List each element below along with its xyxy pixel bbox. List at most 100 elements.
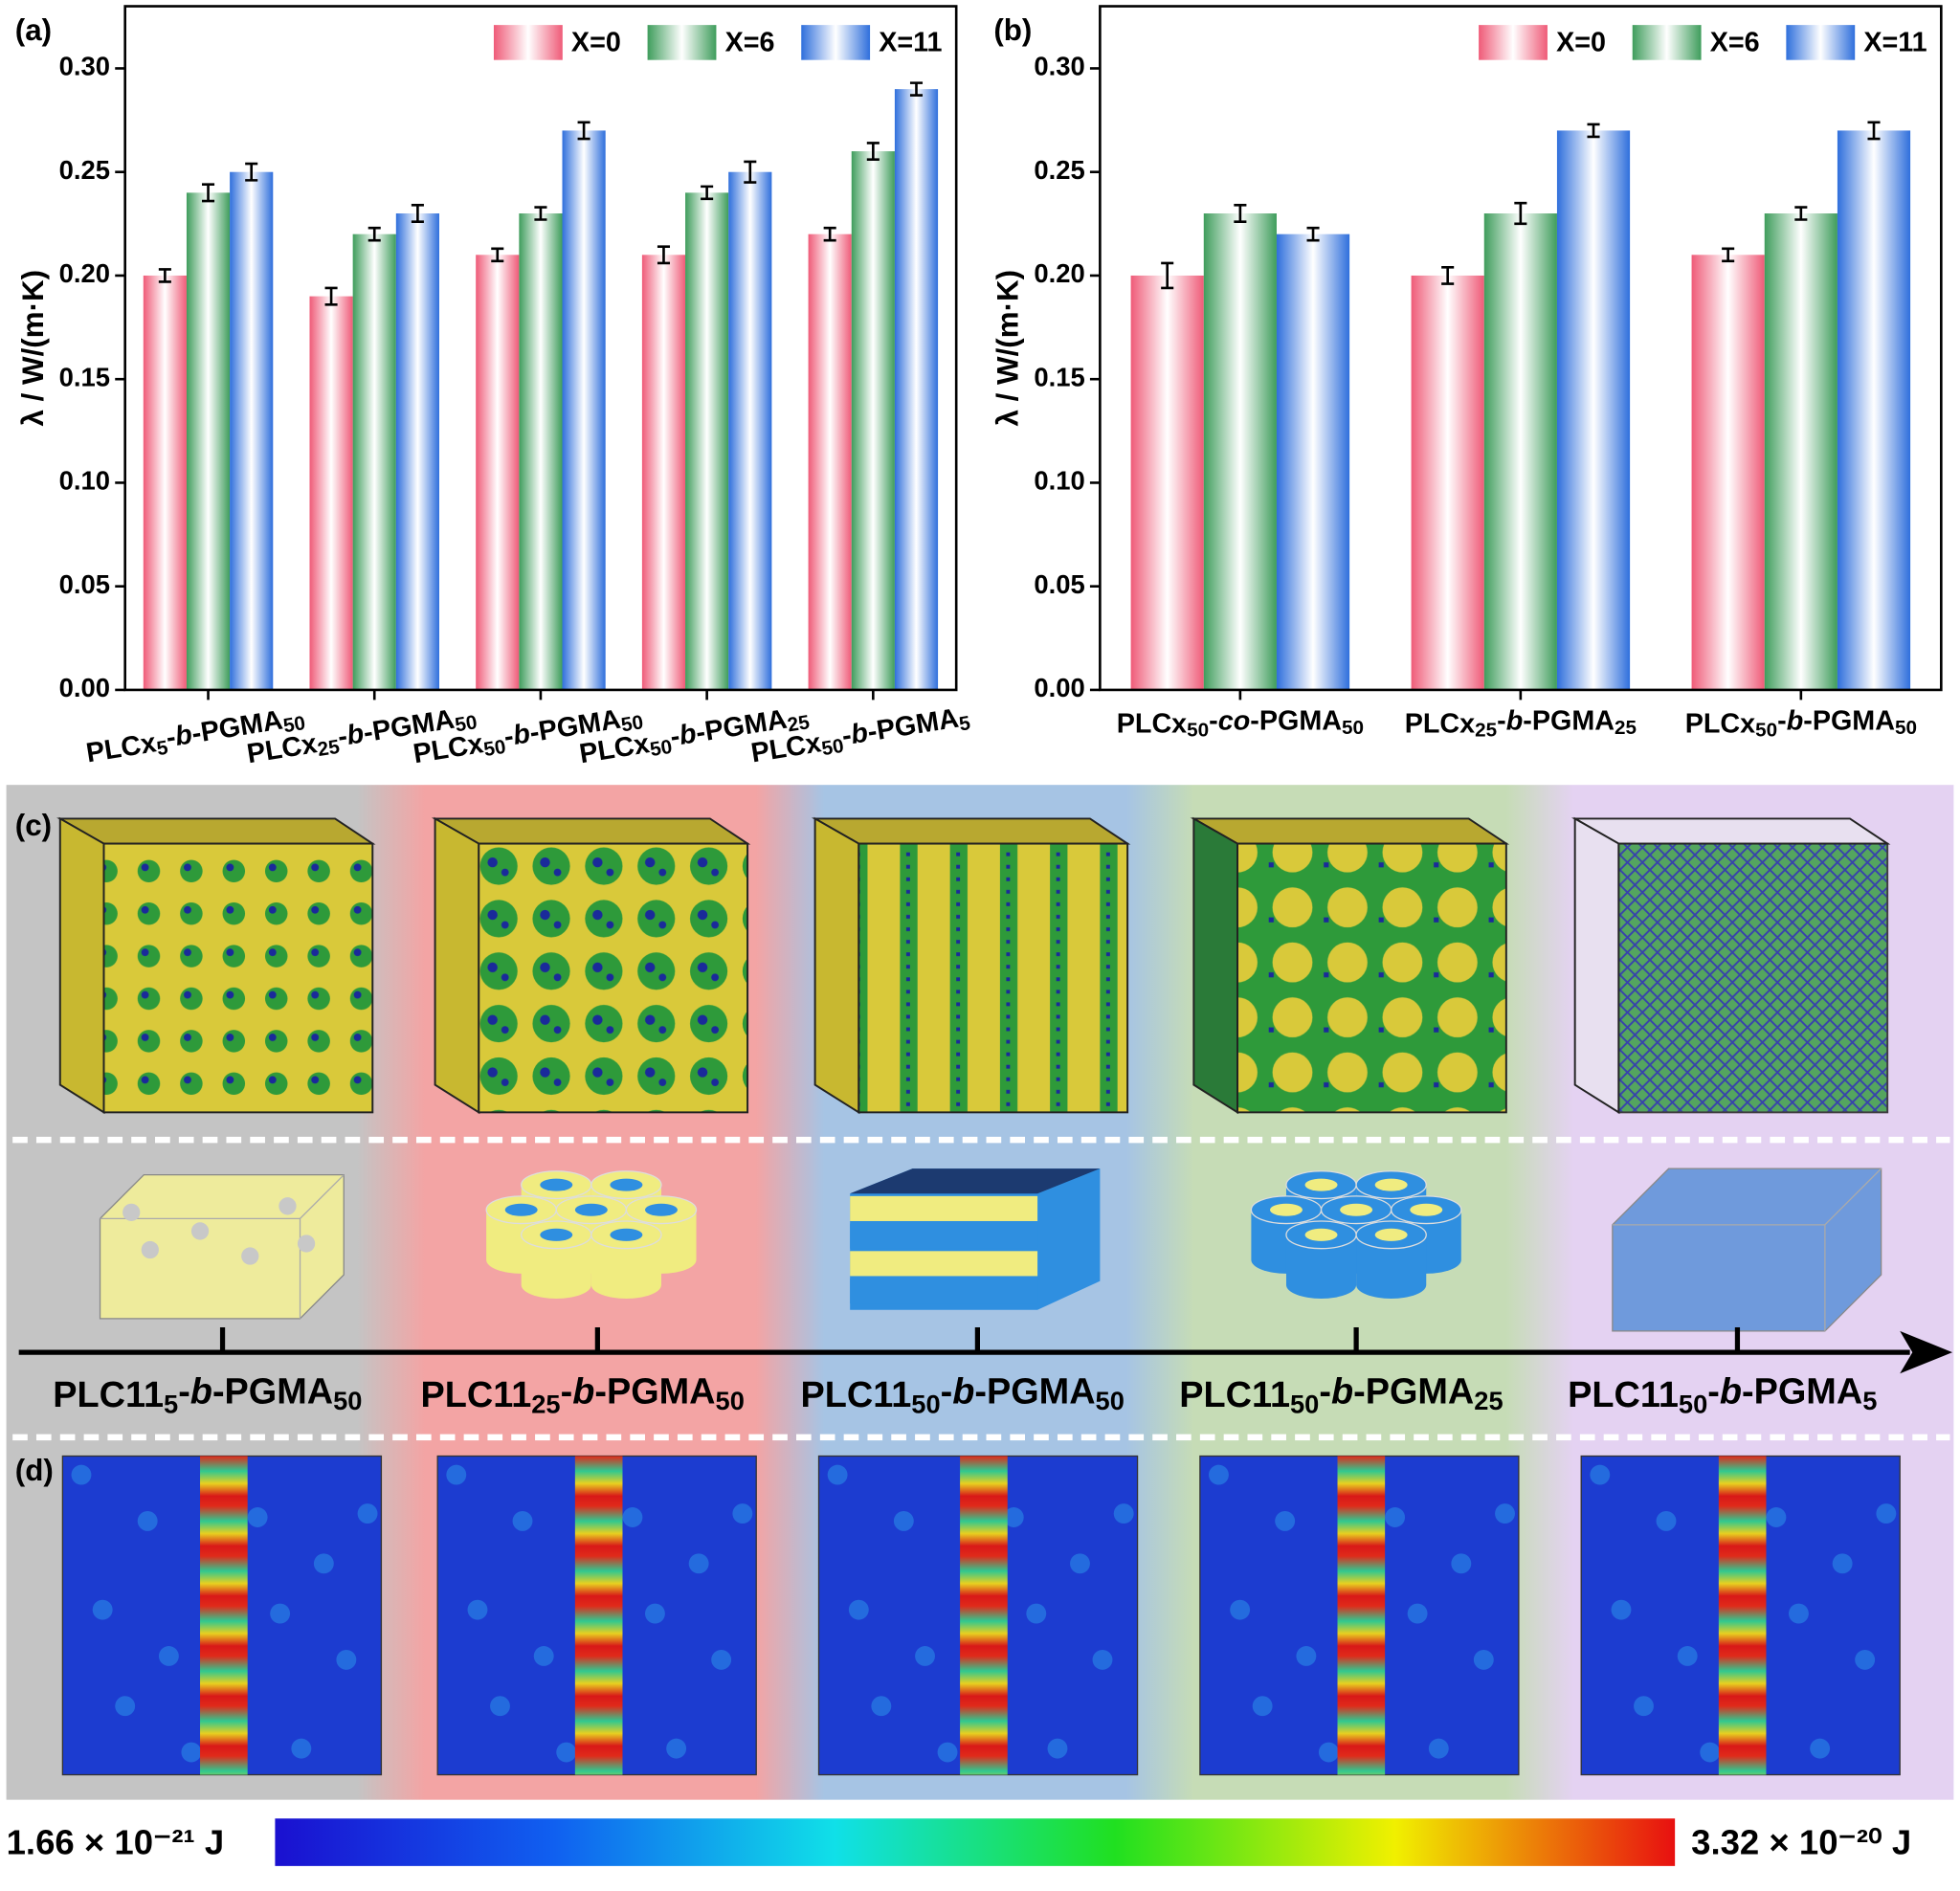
schematic-hole [141, 1240, 159, 1259]
y-tick-label: 0.20 [59, 258, 110, 288]
bar [728, 171, 772, 690]
energy-speckle [512, 1510, 533, 1531]
cube-top [431, 817, 751, 845]
legend-swatch [801, 25, 871, 60]
energy-speckle [622, 1507, 643, 1527]
energy-speckle [1451, 1553, 1472, 1574]
energy-speckle [1766, 1507, 1787, 1527]
energy-speckle [1634, 1696, 1654, 1717]
bar [894, 89, 939, 690]
y-tick-label: 0.05 [1034, 569, 1084, 599]
plot-frame [1099, 5, 1943, 692]
schematic-box [1612, 1168, 1882, 1332]
bar [1483, 213, 1557, 690]
hot-stripe [1337, 1456, 1386, 1775]
hot-stripe [200, 1456, 248, 1775]
error-bar [368, 226, 381, 242]
cube-top [811, 817, 1131, 845]
cube-side [58, 816, 105, 1115]
cylinder-core [1304, 1178, 1338, 1191]
energy-speckle [666, 1738, 687, 1759]
energy-speckle [181, 1742, 202, 1763]
error-bar [324, 286, 338, 306]
energy-speckle [1810, 1738, 1831, 1759]
energy-speckle [92, 1599, 113, 1620]
bar [1764, 213, 1838, 690]
legend-label: X=11 [1863, 27, 1927, 57]
energy-speckle [732, 1503, 753, 1524]
error-bar [744, 160, 757, 184]
y-tick-label: 0.30 [1034, 52, 1084, 81]
cube-top [56, 817, 376, 845]
y-tick-label: 0.25 [1034, 155, 1084, 185]
layer-band [850, 1195, 1038, 1221]
energy-speckle [893, 1510, 914, 1531]
cube-front [478, 842, 749, 1114]
bar [395, 213, 439, 690]
error-bar [411, 204, 424, 223]
y-tick-label: 0.10 [59, 466, 110, 496]
panel-label: (d) [15, 1454, 54, 1487]
y-tick-label: 0.20 [1034, 258, 1084, 288]
energy-speckle [848, 1599, 869, 1620]
error-bar [1587, 122, 1600, 139]
panel-label: (b) [993, 13, 1032, 47]
schematic-hole [122, 1203, 141, 1221]
cube-side [1192, 816, 1239, 1115]
energy-speckle [247, 1507, 268, 1527]
energy-speckle [1495, 1503, 1515, 1524]
cylinder-core [540, 1228, 573, 1241]
energy-speckle [467, 1599, 488, 1620]
error-bar [1514, 201, 1527, 226]
legend-swatch [1786, 25, 1856, 60]
error-bar [909, 81, 924, 97]
y-tick-label: 0.25 [59, 155, 110, 185]
energy-speckle [158, 1646, 179, 1666]
hot-stripe [1718, 1456, 1767, 1775]
energy-speckle [533, 1646, 554, 1666]
plot-frame [123, 5, 958, 692]
energy-speckle [644, 1603, 665, 1624]
y-tick-label: 0.30 [59, 52, 110, 81]
structure-label: PLC1150-b-PGMA50 [801, 1371, 1125, 1418]
bar [851, 151, 895, 690]
energy-speckle [71, 1464, 92, 1485]
layer-band [850, 1279, 1038, 1304]
energy-speckle [1047, 1738, 1068, 1759]
error-bar [1794, 206, 1808, 221]
bar [519, 213, 563, 690]
cube-side [1573, 816, 1620, 1115]
bar [309, 296, 353, 690]
energy-speckle [1428, 1738, 1449, 1759]
bar [1837, 130, 1911, 690]
bar [1556, 130, 1631, 690]
error-bar [657, 245, 671, 265]
cube-front [1236, 842, 1507, 1114]
error-bar [1867, 121, 1881, 141]
cylinder-core [1374, 1228, 1408, 1241]
cube-top [1190, 817, 1510, 845]
energy-speckle [688, 1553, 709, 1574]
energy-speckle [915, 1646, 935, 1666]
schematic-edge [1612, 1168, 1882, 1331]
legend-swatch [1479, 25, 1548, 60]
energy-speckle [1092, 1649, 1113, 1670]
error-bar [245, 162, 258, 182]
legend-label: X=11 [879, 27, 942, 57]
error-bar [1722, 247, 1735, 263]
cube-side [434, 816, 480, 1115]
cylinder-core [1269, 1203, 1303, 1216]
colorbar-max-label: 3.32 × 10⁻²⁰ J [1691, 1822, 1911, 1861]
bar [186, 192, 231, 690]
legend-label: X=0 [1556, 27, 1606, 57]
energy-speckle [1318, 1742, 1339, 1763]
energy-speckle [115, 1696, 136, 1717]
cylinder-core [540, 1178, 573, 1191]
y-tick-label: 0.00 [1034, 673, 1084, 702]
energy-speckle [1611, 1599, 1632, 1620]
energy-speckle [1275, 1510, 1296, 1531]
energy-speckle [270, 1603, 291, 1624]
layer-band [850, 1251, 1038, 1277]
energy-speckle [1788, 1603, 1809, 1624]
bar [352, 234, 396, 690]
